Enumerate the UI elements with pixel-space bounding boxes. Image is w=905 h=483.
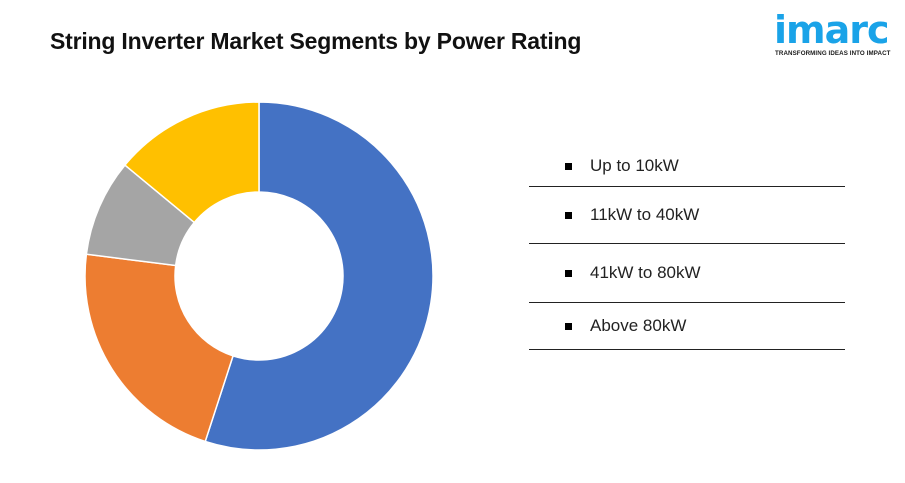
- donut-slices: [84, 101, 434, 451]
- legend-bullet-icon: [565, 322, 572, 330]
- donut-slice-up-to-10kw: [204, 101, 434, 451]
- legend-item-11kw-to-40kw: 11kW to 40kW: [529, 187, 845, 244]
- imarc-logo: imarc TRANSFORMING IDEAS INTO IMPACT: [772, 6, 894, 62]
- legend-item-41kw-to-80kw: 41kW to 80kW: [529, 244, 845, 303]
- legend-label: Above 80kW: [590, 316, 687, 335]
- chart-legend: Up to 10kW 11kW to 40kW 41kW to 80kW Abo…: [529, 146, 845, 350]
- legend-item-above-80kw: Above 80kW: [529, 303, 845, 350]
- legend-label: 41kW to 80kW: [590, 263, 701, 282]
- logo-tagline: TRANSFORMING IDEAS INTO IMPACT: [775, 50, 891, 57]
- logo-wordmark-text: imarc: [774, 8, 890, 52]
- legend-bullet-icon: [565, 162, 572, 170]
- legend-label: Up to 10kW: [590, 156, 679, 175]
- legend-bullet-icon: [565, 211, 572, 219]
- legend-label: 11kW to 40kW: [590, 205, 700, 224]
- logo-wordmark: imarc: [774, 8, 890, 52]
- legend-bullet-icon: [565, 269, 572, 277]
- donut-slice-11kw-to-40kw: [84, 253, 234, 443]
- page-title: String Inverter Market Segments by Power…: [50, 28, 582, 54]
- donut-slice-above-80kw: [123, 101, 260, 224]
- legend-item-up-to-10kw: Up to 10kW: [529, 146, 845, 187]
